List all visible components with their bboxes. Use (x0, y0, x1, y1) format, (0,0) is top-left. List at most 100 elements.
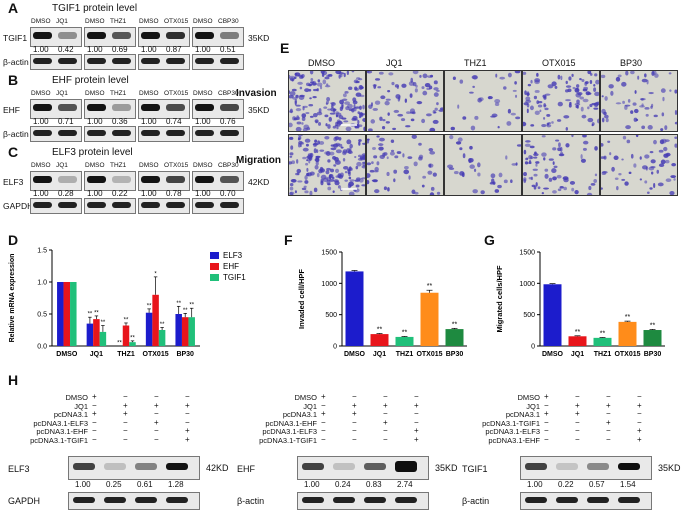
stained-cell (536, 72, 539, 77)
stained-cell (552, 176, 557, 181)
micrograph-cells (523, 135, 598, 195)
stained-cell (295, 104, 301, 107)
stained-cell (430, 186, 435, 191)
stained-cell (582, 147, 587, 151)
stained-cell (601, 171, 607, 176)
treatment-sign: − (544, 426, 549, 436)
blot-control-band (195, 58, 214, 64)
blot-control-box (297, 492, 429, 510)
band-quant-value: 0.70 (220, 189, 236, 198)
band-quant-value: 0.51 (220, 45, 236, 54)
stained-cell (386, 156, 389, 160)
y-tick-label: 0.0 (37, 344, 47, 351)
stained-cell (462, 116, 467, 120)
y-tick-label: 1.0 (37, 280, 47, 287)
blot-control-band (525, 497, 547, 503)
stained-cell (489, 181, 495, 185)
stained-cell (594, 73, 598, 77)
stained-cell (528, 154, 533, 160)
band-quant-value: 1.54 (620, 480, 636, 489)
blot-kd-label: 35KD (435, 463, 458, 473)
blot-band (33, 104, 52, 111)
stained-cell (318, 168, 323, 174)
stained-cell (459, 79, 464, 84)
stained-cell (372, 147, 376, 151)
stained-cell (436, 89, 440, 92)
treatment-sign: + (321, 409, 326, 419)
stained-cell (565, 85, 572, 88)
band-quant-value: 0.36 (112, 117, 128, 126)
micrograph-image (288, 134, 366, 196)
significance-mark: ** (575, 329, 581, 336)
x-tick-label: JQ1 (373, 351, 386, 358)
stained-cell (424, 82, 431, 88)
treatment-sign: + (544, 409, 549, 419)
stained-cell (372, 107, 379, 111)
blot-control-label: β-actin (237, 496, 265, 506)
stained-cell (356, 161, 362, 167)
stained-cell (294, 72, 298, 76)
treatment-sign: − (606, 392, 611, 401)
band-quant-value: 0.57 (589, 480, 605, 489)
stained-cell (330, 168, 335, 173)
stained-cell (328, 174, 333, 178)
stained-cell (305, 111, 310, 115)
stained-cell (601, 74, 606, 79)
band-quant-value: 1.00 (195, 117, 211, 126)
stained-cell (494, 189, 500, 193)
stained-cell (289, 186, 294, 191)
treatment-sign: + (637, 400, 642, 410)
stained-cell (345, 126, 352, 131)
band-quant-value: 1.00 (141, 117, 157, 126)
x-tick-label: THZ1 (594, 351, 612, 358)
stained-cell (332, 143, 339, 148)
stained-cell (305, 143, 309, 147)
stained-cell (664, 125, 668, 131)
micrograph-cells (601, 71, 677, 131)
stained-cell (585, 81, 589, 84)
stained-cell (512, 89, 517, 92)
blot-control-band (141, 202, 160, 208)
stained-cell (309, 190, 313, 195)
stained-cell (393, 109, 400, 113)
stained-cell (596, 118, 599, 124)
stained-cell (335, 149, 342, 154)
stained-cell (319, 149, 325, 152)
stained-cell (470, 125, 476, 131)
treatment-sign: + (637, 435, 642, 444)
stained-cell (551, 168, 557, 174)
stained-cell (308, 88, 312, 92)
stained-cell (557, 188, 562, 192)
stained-cell (363, 126, 365, 131)
treatment-sign: + (575, 400, 580, 410)
treatment-sign: + (123, 400, 128, 410)
stained-cell (329, 112, 336, 115)
stained-cell (333, 179, 339, 183)
blot-control-band (33, 202, 52, 208)
stained-cell (324, 84, 331, 88)
stained-cell (299, 94, 305, 98)
lane-label: CBP30 (218, 162, 239, 169)
stained-cell (305, 162, 309, 166)
stained-cell (552, 190, 557, 194)
stained-cell (459, 147, 463, 151)
stained-cell (411, 135, 417, 139)
legend-swatch (210, 263, 219, 270)
stained-cell (541, 123, 547, 128)
stained-cell (301, 116, 306, 121)
stained-cell (398, 95, 401, 100)
stained-cell (526, 108, 529, 114)
treatment-sign: + (185, 426, 190, 436)
stained-cell (544, 168, 549, 172)
stained-cell (359, 94, 365, 98)
stained-cell (477, 162, 481, 168)
stained-cell (337, 143, 343, 147)
blot-row-label: ELF3 (3, 177, 24, 187)
stained-cell (370, 119, 376, 124)
stained-cell (575, 104, 579, 109)
stained-cell (358, 139, 362, 142)
band-quant-value: 0.61 (137, 480, 153, 489)
stained-cell (368, 128, 373, 131)
stained-cell (534, 90, 540, 93)
stained-cell (649, 187, 653, 190)
